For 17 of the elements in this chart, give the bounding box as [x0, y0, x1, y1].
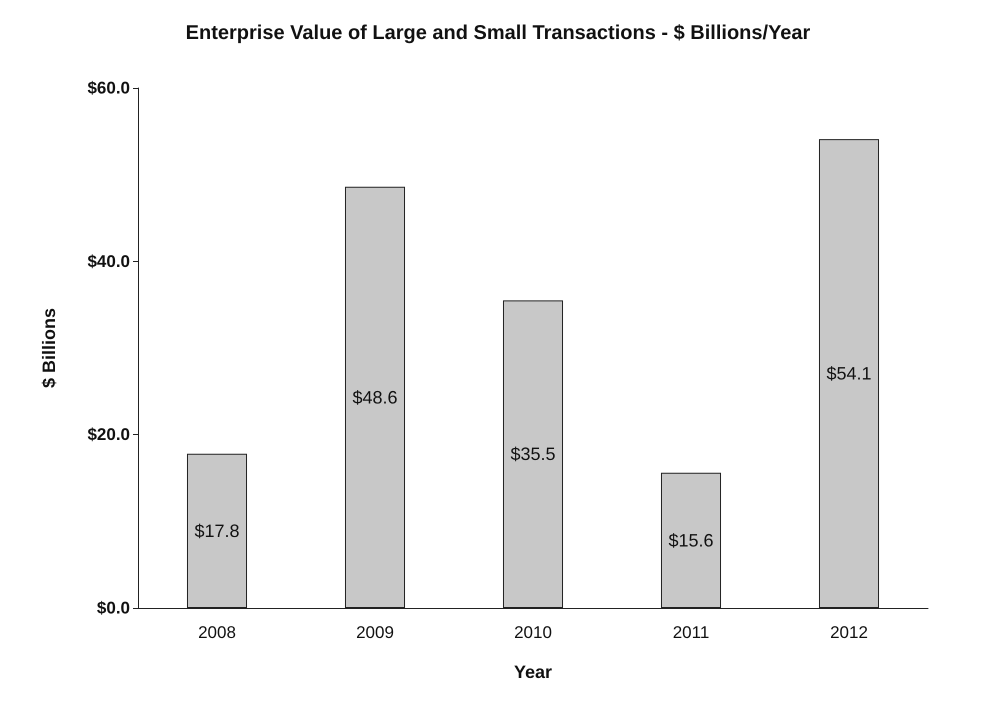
x-tick-label: 2012: [830, 623, 868, 642]
data-label: $17.8: [194, 520, 240, 541]
y-tick-label: $40.0: [87, 252, 130, 271]
y-tick-label: $20.0: [87, 425, 130, 444]
data-label: $54.1: [826, 364, 872, 384]
x-axis-title: Year: [514, 662, 552, 682]
x-tick-label: 2009: [356, 623, 394, 642]
x-tick-label: 2010: [514, 623, 552, 642]
data-label: $35.5: [510, 444, 556, 464]
y-tick-label: $60.0: [87, 78, 130, 98]
data-label: $48.6: [352, 387, 398, 408]
x-tick-label: 2008: [198, 623, 236, 642]
y-axis-title: $ Billions: [39, 308, 59, 388]
x-tick-label: 2011: [672, 623, 710, 642]
data-label: $15.6: [668, 530, 714, 550]
chart-title: Enterprise Value of Large and Small Transactions - $ Billions/Year: [186, 22, 811, 44]
y-tick-label: $0.0: [96, 598, 130, 618]
